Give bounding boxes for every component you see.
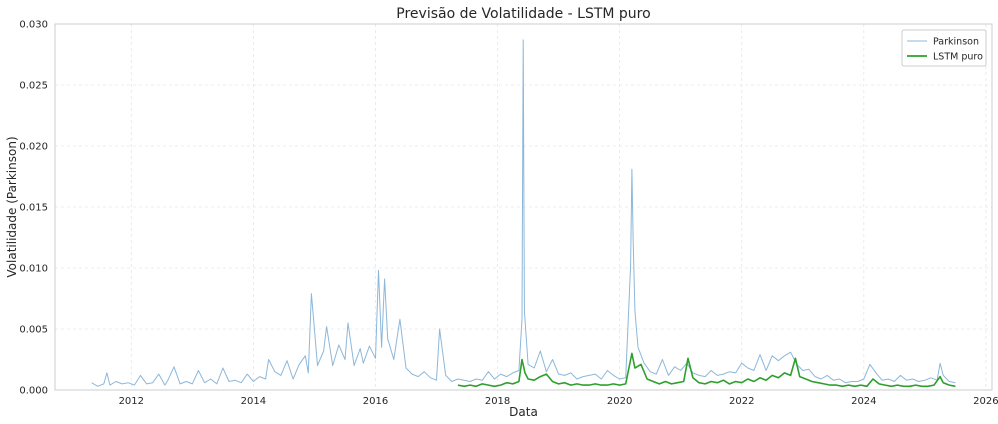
x-tick-label: 2016 — [363, 396, 388, 407]
y-axis-title: Volatilidade (Parkinson) — [5, 136, 19, 277]
x-tick-label: 2014 — [241, 396, 266, 407]
x-tick-label: 2022 — [729, 396, 754, 407]
series-line-parkinson — [91, 39, 956, 387]
y-tick-label: 0.000 — [19, 386, 48, 397]
x-tick-label: 2012 — [119, 396, 144, 407]
legend-box — [901, 29, 987, 67]
x-tick-label: 2024 — [851, 396, 876, 407]
legend-label-parkinson: Parkinson — [933, 37, 979, 48]
y-tick-label: 0.030 — [19, 20, 48, 31]
x-tick-label: 2018 — [485, 396, 510, 407]
y-tick-label: 0.005 — [19, 325, 48, 336]
x-axis-title: Data — [509, 405, 538, 419]
y-tick-label: 0.020 — [19, 142, 48, 153]
chart-title: Previsão de Volatilidade - LSTM puro — [396, 6, 650, 22]
series-layer — [91, 39, 956, 388]
x-tick-label: 2020 — [607, 396, 632, 407]
tick-labels: 2012 2014 2016 2018 2020 2022 2024 2026 0.000 0.0… — [19, 20, 998, 408]
y-tick-label: 0.010 — [19, 264, 48, 275]
legend-label-lstm-puro: LSTM puro — [933, 52, 983, 63]
series-line-lstm-puro — [457, 352, 956, 388]
legend: Parkinson LSTM puro — [901, 29, 987, 67]
plot-frame — [54, 23, 993, 391]
x-tick-label: 2026 — [973, 396, 998, 407]
y-tick-label: 0.015 — [19, 203, 48, 214]
y-tick-label: 0.025 — [19, 81, 48, 92]
